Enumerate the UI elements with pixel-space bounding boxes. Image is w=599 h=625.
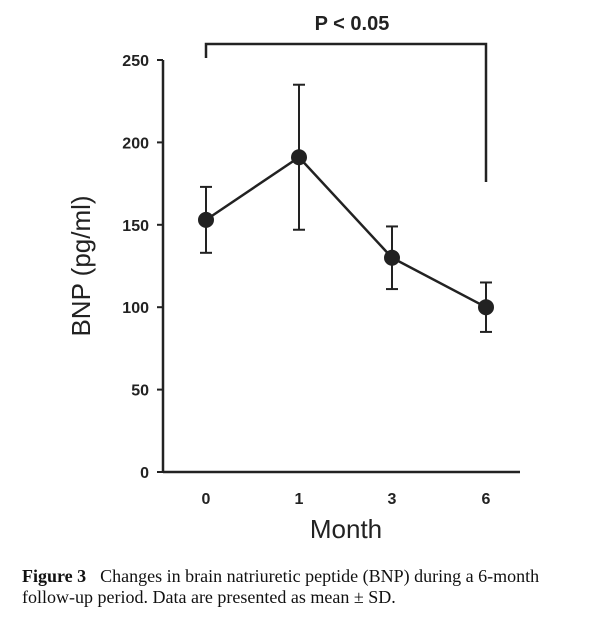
y-tick-label-250: 250 bbox=[122, 53, 149, 70]
significance-label: P < 0.05 bbox=[315, 13, 390, 35]
y-tick-label-0: 0 bbox=[140, 465, 149, 482]
significance-bracket: P < 0.05 bbox=[204, 13, 488, 182]
x-axis-ticks: 0 1 3 6 bbox=[202, 491, 491, 508]
figure-caption: Figure 3 Changes in brain natriuretic pep… bbox=[22, 566, 592, 608]
data-point-1 bbox=[291, 149, 307, 166]
y-tick-label-50: 50 bbox=[131, 383, 149, 400]
x-tick-label-6: 6 bbox=[482, 491, 491, 508]
x-tick-label-1: 1 bbox=[295, 491, 304, 508]
x-tick-label-0: 0 bbox=[202, 491, 211, 508]
data-point-3 bbox=[384, 249, 400, 266]
y-tick-label-100: 100 bbox=[122, 300, 149, 317]
y-tick-label-200: 200 bbox=[122, 135, 149, 152]
axes bbox=[161, 60, 520, 474]
y-axis-title: BNP (pg/ml) bbox=[66, 195, 96, 336]
caption-text: Changes in brain natriuretic peptide (BN… bbox=[22, 566, 540, 607]
y-tick-label-150: 150 bbox=[122, 218, 149, 235]
x-tick-label-3: 3 bbox=[388, 491, 397, 508]
significance-line bbox=[204, 42, 488, 182]
y-axis-ticks: 0 50 100 150 200 250 bbox=[122, 53, 163, 482]
series-line bbox=[205, 155, 487, 309]
x-axis-title: Month bbox=[310, 514, 382, 544]
figure-number: Figure 3 bbox=[22, 566, 87, 586]
series-bnp bbox=[198, 83, 494, 333]
data-point-6 bbox=[478, 299, 494, 316]
bnp-line-chart: 0 50 100 150 200 250 0 1 3 6 P < 0.05 Month BNP … bbox=[66, 13, 520, 544]
data-point-0 bbox=[198, 211, 214, 228]
